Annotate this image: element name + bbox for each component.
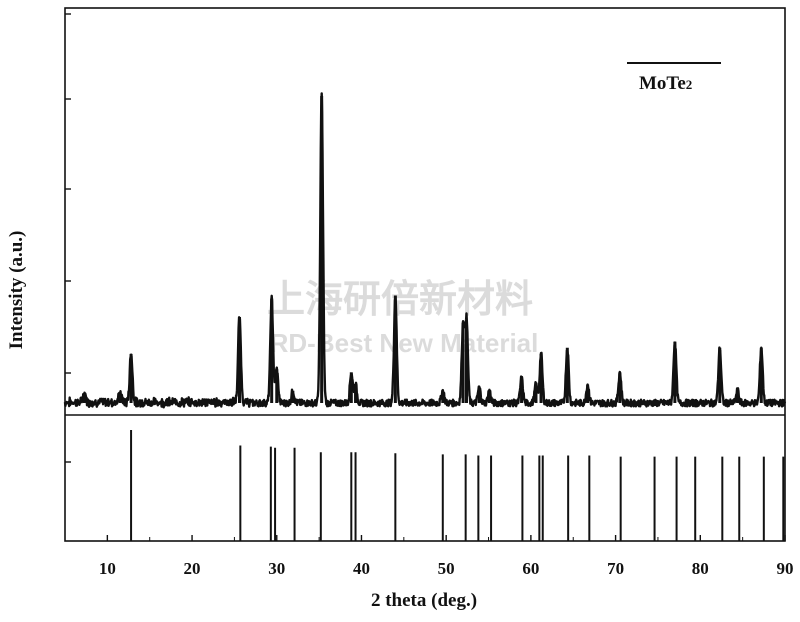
x-tick-label: 10 xyxy=(99,559,116,578)
y-axis-label: Intensity (a.u.) xyxy=(6,231,27,350)
watermark-chinese: 上海研倍新材料 xyxy=(267,277,533,321)
x-tick-label: 50 xyxy=(438,559,455,578)
series-line-measured xyxy=(63,92,787,409)
legend-label: MoTe2 xyxy=(639,73,692,94)
x-axis-ticks: 10 20 30 40 50 60 70 80 90 xyxy=(64,13,794,578)
x-tick-label: 30 xyxy=(268,559,285,578)
x-tick-label: 60 xyxy=(522,559,539,578)
x-tick-label: 80 xyxy=(692,559,709,578)
plot-area xyxy=(63,92,787,541)
x-tick-label: 70 xyxy=(607,559,624,578)
x-tick-label: 40 xyxy=(353,559,370,578)
watermark: 上海研倍新材料 RD-Best New Material xyxy=(267,277,538,358)
x-tick-label: 90 xyxy=(777,559,794,578)
plot-frame xyxy=(64,7,786,542)
x-axis-label: 2 theta (deg.) xyxy=(371,590,477,611)
x-tick-label: 20 xyxy=(184,559,201,578)
legend: MoTe2 xyxy=(627,62,721,94)
watermark-english: RD-Best New Material xyxy=(270,328,539,358)
